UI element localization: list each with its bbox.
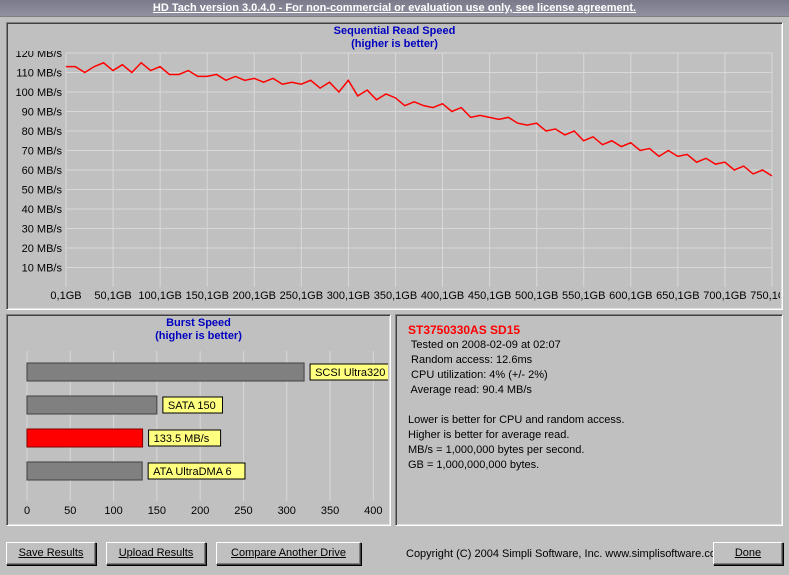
svg-text:90 MB/s: 90 MB/s [22, 107, 63, 119]
svg-text:100 MB/s: 100 MB/s [16, 87, 63, 99]
svg-text:50: 50 [64, 505, 76, 517]
svg-text:150: 150 [148, 505, 166, 517]
svg-text:400,1GB: 400,1GB [421, 290, 464, 302]
svg-text:ATA UltraDMA 6: ATA UltraDMA 6 [153, 466, 231, 478]
svg-text:0: 0 [24, 505, 30, 517]
sequential-read-chart: 10 MB/s 20 MB/s 30 MB/s 40 MB/s 50 MB/s 60 MB… [9, 51, 780, 305]
svg-text:0,1GB: 0,1GB [50, 290, 81, 302]
svg-text:500,1GB: 500,1GB [515, 290, 558, 302]
svg-text:200: 200 [191, 505, 209, 517]
sequential-read-panel: Sequential Read Speed (higher is better)… [6, 22, 783, 310]
svg-text:700,1GB: 700,1GB [703, 290, 746, 302]
svg-text:50,1GB: 50,1GB [94, 290, 131, 302]
svg-text:20 MB/s: 20 MB/s [22, 243, 63, 255]
svg-text:SCSI Ultra320: SCSI Ultra320 [315, 367, 385, 379]
burst-subtitle: (higher is better) [9, 330, 388, 343]
svg-text:250: 250 [234, 505, 252, 517]
svg-text:100: 100 [104, 505, 122, 517]
button-bar: Save Results Upload Results Compare Anot… [6, 542, 783, 569]
svg-text:30 MB/s: 30 MB/s [22, 224, 63, 236]
svg-text:60 MB/s: 60 MB/s [22, 165, 63, 177]
seq-title: Sequential Read Speed [9, 25, 780, 38]
svg-text:550,1GB: 550,1GB [562, 290, 605, 302]
upload-results-button[interactable]: Upload Results [106, 542, 206, 565]
drive-info-text: Tested on 2008-02-09 at 02:07 Random acc… [408, 338, 770, 473]
burst-speed-panel: Burst Speed (higher is better) 0 50 100 150… [6, 314, 391, 526]
copyright-text: Copyright (C) 2004 Simpli Software, Inc.… [406, 548, 725, 560]
svg-text:100,1GB: 100,1GB [138, 290, 181, 302]
svg-text:10 MB/s: 10 MB/s [22, 263, 63, 275]
svg-text:600,1GB: 600,1GB [609, 290, 652, 302]
svg-text:250,1GB: 250,1GB [280, 290, 323, 302]
save-results-button[interactable]: Save Results [6, 542, 96, 565]
svg-text:400: 400 [364, 505, 382, 517]
done-button[interactable]: Done [713, 542, 783, 565]
svg-text:120 MB/s: 120 MB/s [16, 51, 63, 60]
svg-text:70 MB/s: 70 MB/s [22, 146, 63, 158]
burst-speed-chart: 0 50 100 150 200 250 300 350 400 SCSI Ultra320 SAT… [9, 343, 388, 519]
svg-text:650,1GB: 650,1GB [656, 290, 699, 302]
burst-title: Burst Speed [9, 317, 388, 330]
svg-text:350,1GB: 350,1GB [374, 290, 417, 302]
svg-text:40 MB/s: 40 MB/s [22, 204, 63, 216]
svg-text:150,1GB: 150,1GB [185, 290, 228, 302]
svg-text:350: 350 [321, 505, 339, 517]
compare-drive-button[interactable]: Compare Another Drive [216, 542, 361, 565]
svg-text:133.5 MB/s: 133.5 MB/s [154, 433, 210, 445]
svg-text:300,1GB: 300,1GB [327, 290, 370, 302]
titlebar: HD Tach version 3.0.4.0 - For non-commer… [0, 0, 789, 17]
svg-text:300: 300 [278, 505, 296, 517]
seq-subtitle: (higher is better) [9, 38, 780, 51]
svg-text:50 MB/s: 50 MB/s [22, 185, 63, 197]
svg-text:110 MB/s: 110 MB/s [16, 68, 62, 80]
drive-model: ST3750330AS SD15 [408, 323, 770, 338]
drive-info-panel: ST3750330AS SD15 Tested on 2008-02-09 at… [395, 314, 783, 526]
svg-text:750,1GB: 750,1GB [750, 290, 780, 302]
svg-text:450,1GB: 450,1GB [468, 290, 511, 302]
svg-text:80 MB/s: 80 MB/s [22, 126, 63, 138]
app-window: HD Tach version 3.0.4.0 - For non-commer… [0, 0, 789, 575]
svg-text:SATA 150: SATA 150 [168, 400, 216, 412]
svg-text:200,1GB: 200,1GB [233, 290, 276, 302]
